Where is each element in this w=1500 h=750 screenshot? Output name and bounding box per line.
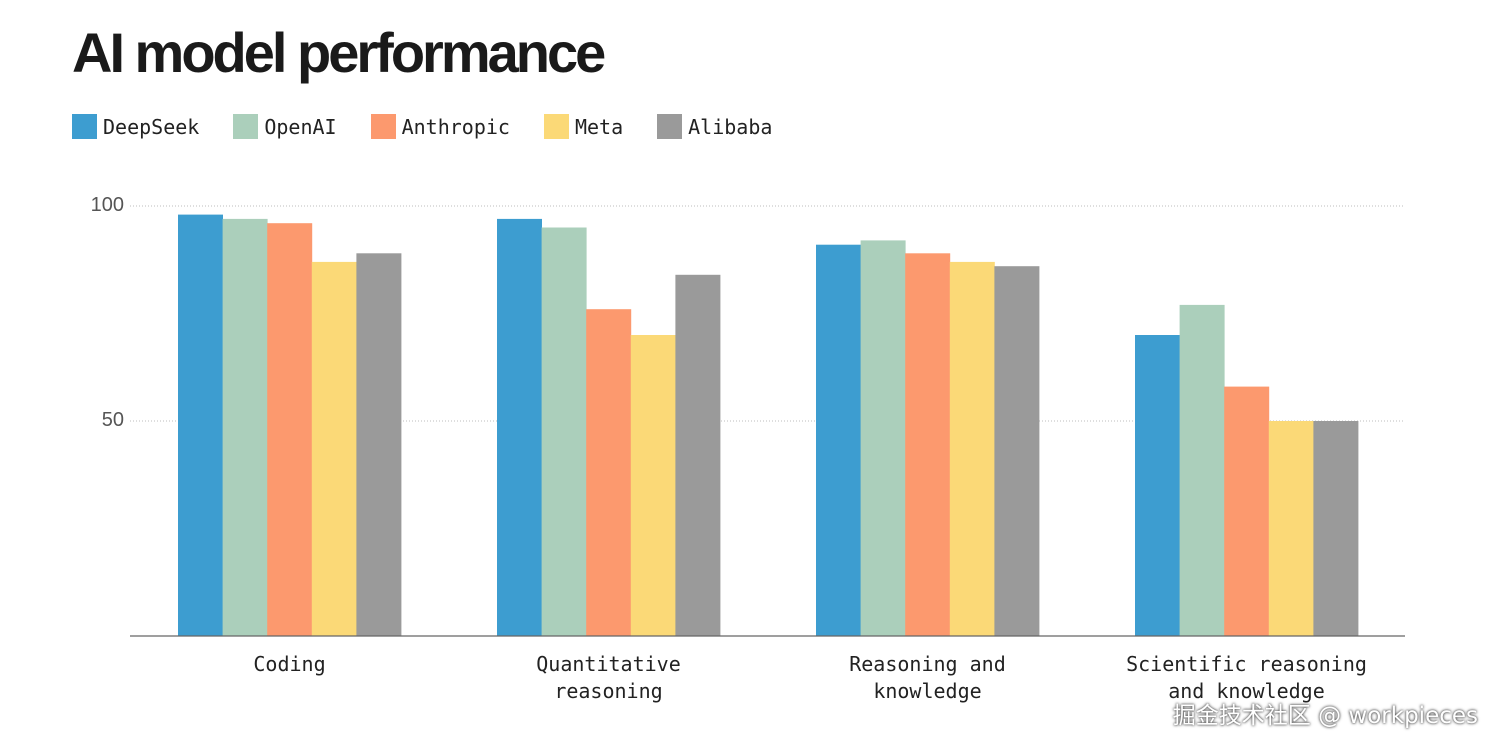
bar-meta	[1268, 421, 1314, 636]
legend-label: DeepSeek	[103, 114, 200, 139]
legend: DeepSeek OpenAI Anthropic Meta Alibaba	[72, 114, 806, 139]
bar-anthropic	[267, 223, 313, 636]
legend-swatch	[657, 114, 683, 139]
bar-openai	[222, 218, 268, 636]
bar-meta	[311, 261, 357, 636]
legend-label: OpenAI	[264, 114, 337, 139]
legend-item-openai: OpenAI	[233, 114, 337, 139]
y-tick-label: 50	[102, 409, 124, 431]
x-tick-label-line: Coding	[253, 652, 325, 676]
chart-title: AI model performance	[72, 21, 606, 84]
legend-label: Meta	[574, 114, 624, 139]
bar-anthropic	[1224, 386, 1270, 636]
bar-meta	[949, 261, 995, 636]
bar-deepseek	[816, 244, 861, 636]
bar-alibaba	[994, 266, 1040, 636]
bar-alibaba	[1313, 421, 1359, 636]
bar-openai	[541, 227, 587, 636]
bar-alibaba	[356, 253, 402, 637]
legend-label: Anthropic	[401, 114, 510, 139]
x-tick-label-line: Scientific reasoning	[1126, 652, 1367, 676]
bar-meta	[630, 335, 676, 636]
x-tick-label-line: Quantitative	[536, 652, 681, 676]
x-tick-label-line: knowledge	[873, 679, 981, 703]
legend-swatch	[233, 114, 259, 139]
y-tick-label: 100	[91, 194, 124, 216]
bar-deepseek	[497, 218, 542, 636]
bar-anthropic	[905, 253, 951, 637]
bar-alibaba	[675, 274, 721, 636]
x-tick-label-line: reasoning	[554, 679, 662, 703]
legend-swatch	[72, 114, 97, 139]
watermark: 掘金技术社区 @ workpieces	[1172, 703, 1478, 729]
bar-openai	[860, 240, 906, 636]
legend-item-anthropic: Anthropic	[370, 114, 510, 139]
bar-deepseek	[178, 214, 223, 636]
legend-item-meta: Meta	[543, 114, 624, 139]
legend-label: Alibaba	[688, 114, 773, 139]
bar-deepseek	[1135, 335, 1180, 636]
legend-item-alibaba: Alibaba	[657, 114, 772, 139]
x-tick-label-line: Reasoning and	[849, 652, 1006, 676]
bar-anthropic	[586, 309, 632, 636]
x-tick-label: Reasoning and knowledge	[849, 652, 1006, 703]
legend-swatch	[543, 114, 569, 139]
x-tick-label: Quantitative reasoning	[536, 652, 681, 703]
legend-swatch	[370, 114, 396, 139]
x-tick-label: Coding	[253, 652, 325, 676]
legend-item-deepseek: DeepSeek	[72, 114, 199, 139]
bar-openai	[1179, 304, 1225, 636]
x-tick-label: Scientific reasoning and knowledge	[1126, 652, 1367, 703]
x-tick-label-line: and knowledge	[1168, 679, 1325, 703]
